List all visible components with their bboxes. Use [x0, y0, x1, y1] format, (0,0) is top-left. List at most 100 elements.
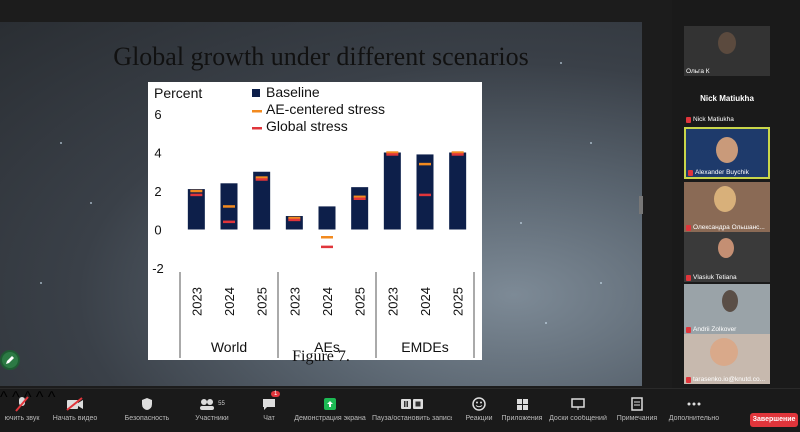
mic-muted-icon — [686, 376, 691, 383]
legend-swatch — [252, 127, 262, 130]
reactions-button[interactable]: Реакции — [460, 389, 498, 432]
participant-name: Alexander Buychik — [695, 169, 749, 176]
y-axis-label: Percent — [154, 85, 202, 101]
y-tick-label: 4 — [154, 146, 161, 161]
chat-button[interactable]: 1 Чат — [254, 389, 284, 432]
stress-marker — [386, 153, 399, 156]
y-tick-label: -2 — [152, 261, 164, 276]
x-tick-label: 2024 — [320, 287, 335, 316]
share-screen-button[interactable]: Демонстрация экрана — [294, 389, 366, 432]
video-tile[interactable]: Ольга К — [684, 26, 770, 76]
legend-swatch — [252, 89, 260, 97]
participants-panel: Ольга К Nick Matiukha Nick Matiukha Alex… — [672, 0, 800, 388]
notes-button[interactable]: Примечания — [612, 389, 662, 432]
figure-caption: Figure 7. — [292, 348, 350, 365]
participant-name: Ольга К — [686, 68, 710, 75]
stress-marker — [190, 193, 203, 197]
stress-marker — [321, 245, 333, 249]
bar — [449, 152, 467, 230]
participant-big-name: Nick Matiukha — [700, 94, 754, 103]
legend-label: Baseline — [266, 84, 320, 100]
pen-icon — [6, 356, 14, 364]
avatar — [718, 32, 736, 54]
chart: Percent 6 4 2 0 -2 Baseline AE-centered stress G… — [148, 82, 482, 360]
bar — [416, 154, 434, 230]
chevron-up-icon[interactable]: ^ — [47, 389, 56, 406]
people-icon: 55 — [186, 393, 238, 415]
stress-marker — [190, 189, 203, 193]
video-off-icon — [50, 393, 100, 415]
shared-screen: Global growth under different scenarios … — [0, 22, 643, 386]
video-button[interactable]: Начать видео — [50, 389, 100, 432]
stress-marker — [451, 151, 464, 154]
whiteboard-icon — [548, 393, 608, 415]
stress-marker — [419, 193, 431, 197]
video-tile[interactable]: Олександра Ольшанс... — [684, 182, 770, 232]
participant-name: tarasenko.io@knutd.co... — [693, 376, 765, 383]
video-tile[interactable]: Andrii Zolkover — [684, 284, 770, 334]
mic-muted-icon — [686, 326, 691, 333]
whiteboard-button[interactable]: Доски сообщений — [548, 389, 608, 432]
avatar — [714, 186, 736, 212]
avatar — [718, 238, 734, 258]
participants-button[interactable]: 55 Участники — [186, 389, 238, 432]
smile-icon — [460, 393, 498, 415]
legend-label: Global stress — [266, 118, 348, 134]
avatar — [716, 137, 738, 163]
annotate-pen-button[interactable] — [0, 350, 20, 370]
mic-muted-icon — [686, 116, 691, 123]
x-tick-label: 2023 — [385, 287, 400, 316]
video-tile[interactable]: Vlasiuk Tetiana — [684, 232, 770, 282]
video-tile-active-speaker[interactable]: Alexander Buychik — [684, 127, 770, 179]
mic-button[interactable]: ючить звук — [0, 389, 44, 432]
bar — [253, 171, 271, 230]
stress-marker — [353, 195, 366, 199]
stress-marker — [321, 236, 333, 239]
shield-icon — [118, 393, 176, 415]
stress-marker — [451, 153, 464, 156]
avatar — [722, 290, 738, 312]
y-tick-label: 2 — [154, 184, 161, 199]
bar — [318, 206, 336, 230]
video-tile[interactable]: Nick Matiukha Nick Matiukha — [684, 82, 770, 124]
mic-muted-icon — [686, 274, 691, 281]
stress-marker — [386, 151, 399, 154]
x-tick-label: 2024 — [222, 287, 237, 316]
group-label: World — [211, 339, 247, 355]
participant-name: Andrii Zolkover — [693, 326, 737, 333]
meeting-toolbar: ючить звук ^ Начать видео ^ Безопасность… — [0, 388, 800, 431]
stress-marker — [255, 176, 268, 179]
y-tick-label: 0 — [154, 223, 161, 238]
group-label: EMDEs — [401, 339, 448, 355]
y-tick-label: 6 — [154, 107, 161, 122]
x-tick-label: 2023 — [189, 287, 204, 316]
bar — [351, 187, 369, 230]
group-label: AEs — [314, 339, 340, 355]
participant-name: Nick Matiukha — [693, 116, 734, 123]
chevron-up-icon[interactable]: ^ — [0, 389, 8, 406]
mic-muted-icon — [688, 169, 693, 176]
apps-button[interactable]: Приложения — [500, 389, 544, 432]
chat-icon — [254, 393, 284, 415]
chat-badge: 1 — [271, 391, 281, 397]
legend-label: AE-centered stress — [266, 101, 385, 117]
mic-muted-icon — [686, 224, 691, 231]
more-icon — [666, 393, 722, 415]
stress-marker — [288, 218, 301, 222]
chevron-up-icon[interactable]: ^ — [11, 389, 20, 406]
x-tick-label: 2025 — [451, 287, 466, 316]
video-tile[interactable]: tarasenko.io@knutd.co... — [684, 334, 770, 384]
pause-recording-button[interactable]: Пауза/остановить запись — [372, 389, 452, 432]
stress-marker — [223, 205, 235, 208]
x-tick-label: 2025 — [255, 287, 270, 316]
stress-marker — [288, 216, 301, 220]
participants-count: 55 — [218, 401, 225, 407]
security-button[interactable]: Безопасность — [118, 389, 176, 432]
split-handle[interactable] — [639, 196, 643, 214]
x-tick-label: 2024 — [418, 287, 433, 316]
chevron-up-icon[interactable]: ^ — [35, 389, 44, 406]
end-meeting-button[interactable]: Завершение — [750, 413, 798, 427]
apps-icon — [500, 393, 544, 415]
more-button[interactable]: Дополнительно — [666, 389, 722, 432]
